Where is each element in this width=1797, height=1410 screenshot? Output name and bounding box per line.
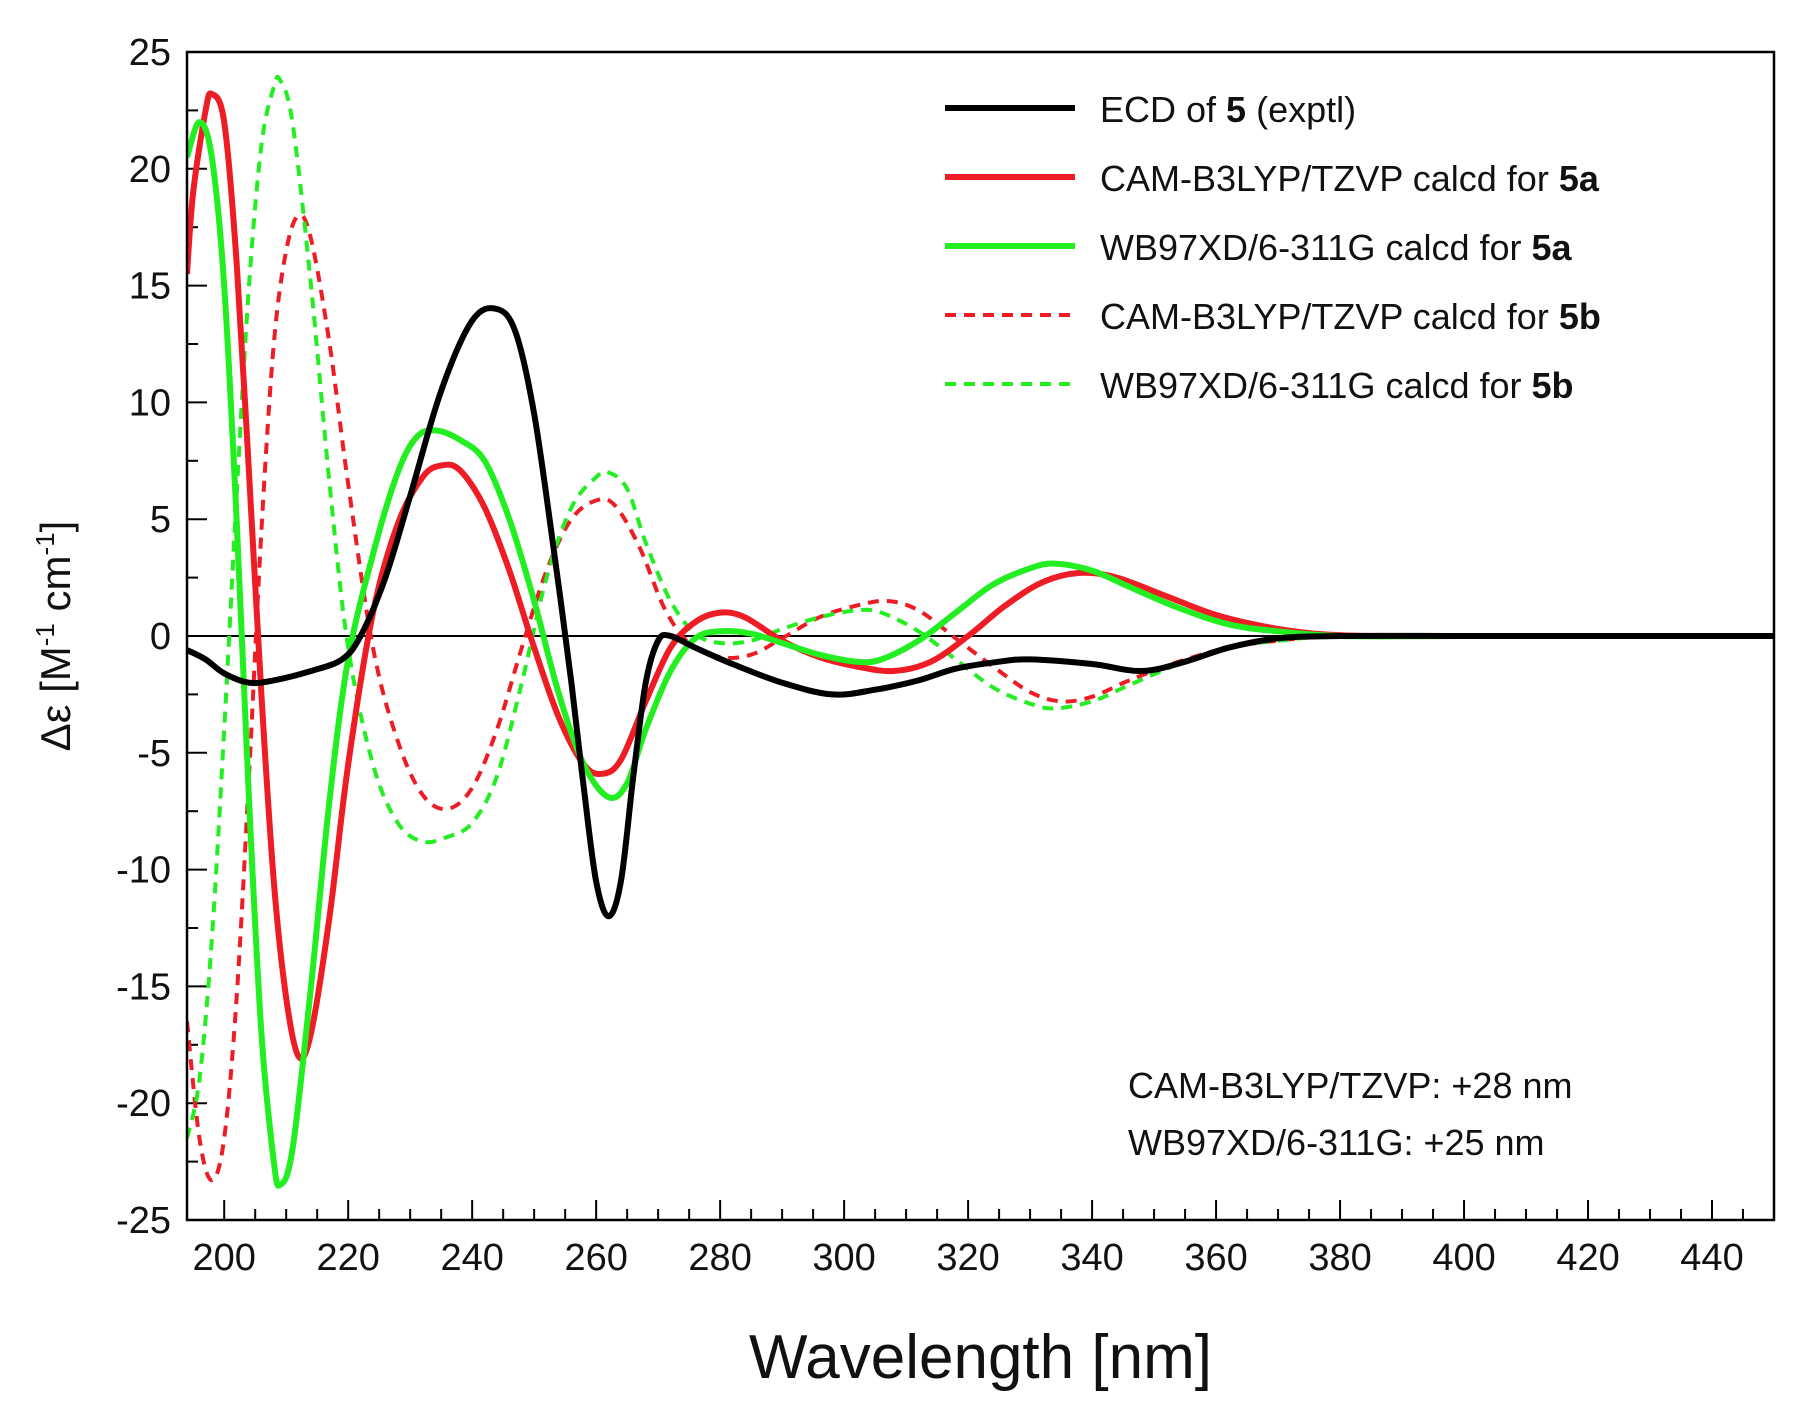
legend-label-wb97xd-6-311g-calcd-for-5a: WB97XD/6-311G calcd for 5a [1100,227,1573,268]
series-line-wb97xd-6-311g-calcd-for-5a [187,119,1774,1189]
x-tick-label: 440 [1680,1237,1743,1279]
y-tick-label: 5 [150,499,171,541]
x-tick-label: 240 [440,1237,503,1279]
y-tick-label: 10 [129,382,171,424]
x-tick-label: 220 [316,1237,379,1279]
x-tick-label: 360 [1184,1237,1247,1279]
x-tick-label: 200 [192,1237,255,1279]
y-axis-title-mid: cm [32,555,79,623]
series-line-wb97xd-6-311g-calcd-for-5b [187,74,1774,1139]
x-tick-label: 280 [688,1237,751,1279]
x-tick-label: 320 [936,1237,999,1279]
y-tick-label: 15 [129,266,171,308]
y-axis-title: Δε [M-1 cm-1] [30,521,79,752]
annotation-cam-b3lyp-shift: CAM-B3LYP/TZVP: +28 nm [1128,1065,1572,1106]
x-tick-labels: 200 220 240 260 280 300 320 340 360 380 400 420 440 [192,1237,1743,1279]
y-tick-label: -20 [116,1083,171,1125]
y-tick-label: 20 [129,149,171,191]
y-tick-labels: 25 20 15 10 5 0 -5 -10 -15 -20 -25 [116,32,171,1242]
x-tick-label: 260 [564,1237,627,1279]
y-axis-title-sup2: -1 [30,532,60,555]
plot-frame [185,50,1776,1222]
legend-label-cam-b3lyp-tzvp-calcd-for-5a: CAM-B3LYP/TZVP calcd for 5a [1100,158,1600,199]
legend-label-wb97xd-6-311g-calcd-for-5b: WB97XD/6-311G calcd for 5b [1100,365,1574,406]
y-tick-label: -25 [116,1200,171,1242]
y-tick-label: 0 [150,616,171,658]
x-tick-label: 400 [1432,1237,1495,1279]
series-line-ecd-of-5-exptl [187,305,1774,920]
legend-label-cam-b3lyp-tzvp-calcd-for-5b: CAM-B3LYP/TZVP calcd for 5b [1100,296,1601,337]
y-tick-label: 25 [129,32,171,74]
legend-label-ecd-of-5-exptl: ECD of 5 (exptl) [1100,89,1356,130]
y-axis-title-suffix: ] [32,521,79,533]
annotation-wb97xd-shift: WB97XD/6-311G: +25 nm [1128,1122,1545,1163]
y-tick-label: -10 [116,850,171,892]
x-tick-label: 340 [1060,1237,1123,1279]
x-tick-label: 300 [812,1237,875,1279]
shift-annotations: CAM-B3LYP/TZVP: +28 nm WB97XD/6-311G: +2… [1128,1065,1572,1163]
x-tick-label: 420 [1556,1237,1619,1279]
axis-ticks [187,51,1775,1221]
legend: ECD of 5 (exptl) CAM-B3LYP/TZVP calcd for… [945,89,1601,406]
x-axis-title: Wavelength [nm] [749,1323,1212,1392]
y-tick-label: -15 [116,966,171,1008]
series-line-cam-b3lyp-tzvp-calcd-for-5b [187,213,1774,1183]
y-tick-label: -5 [137,733,171,775]
x-tick-label: 380 [1308,1237,1371,1279]
plot-area [187,74,1774,1189]
y-axis-title-prefix: Δε [M [32,646,79,751]
y-axis-title-sup1: -1 [30,623,60,646]
